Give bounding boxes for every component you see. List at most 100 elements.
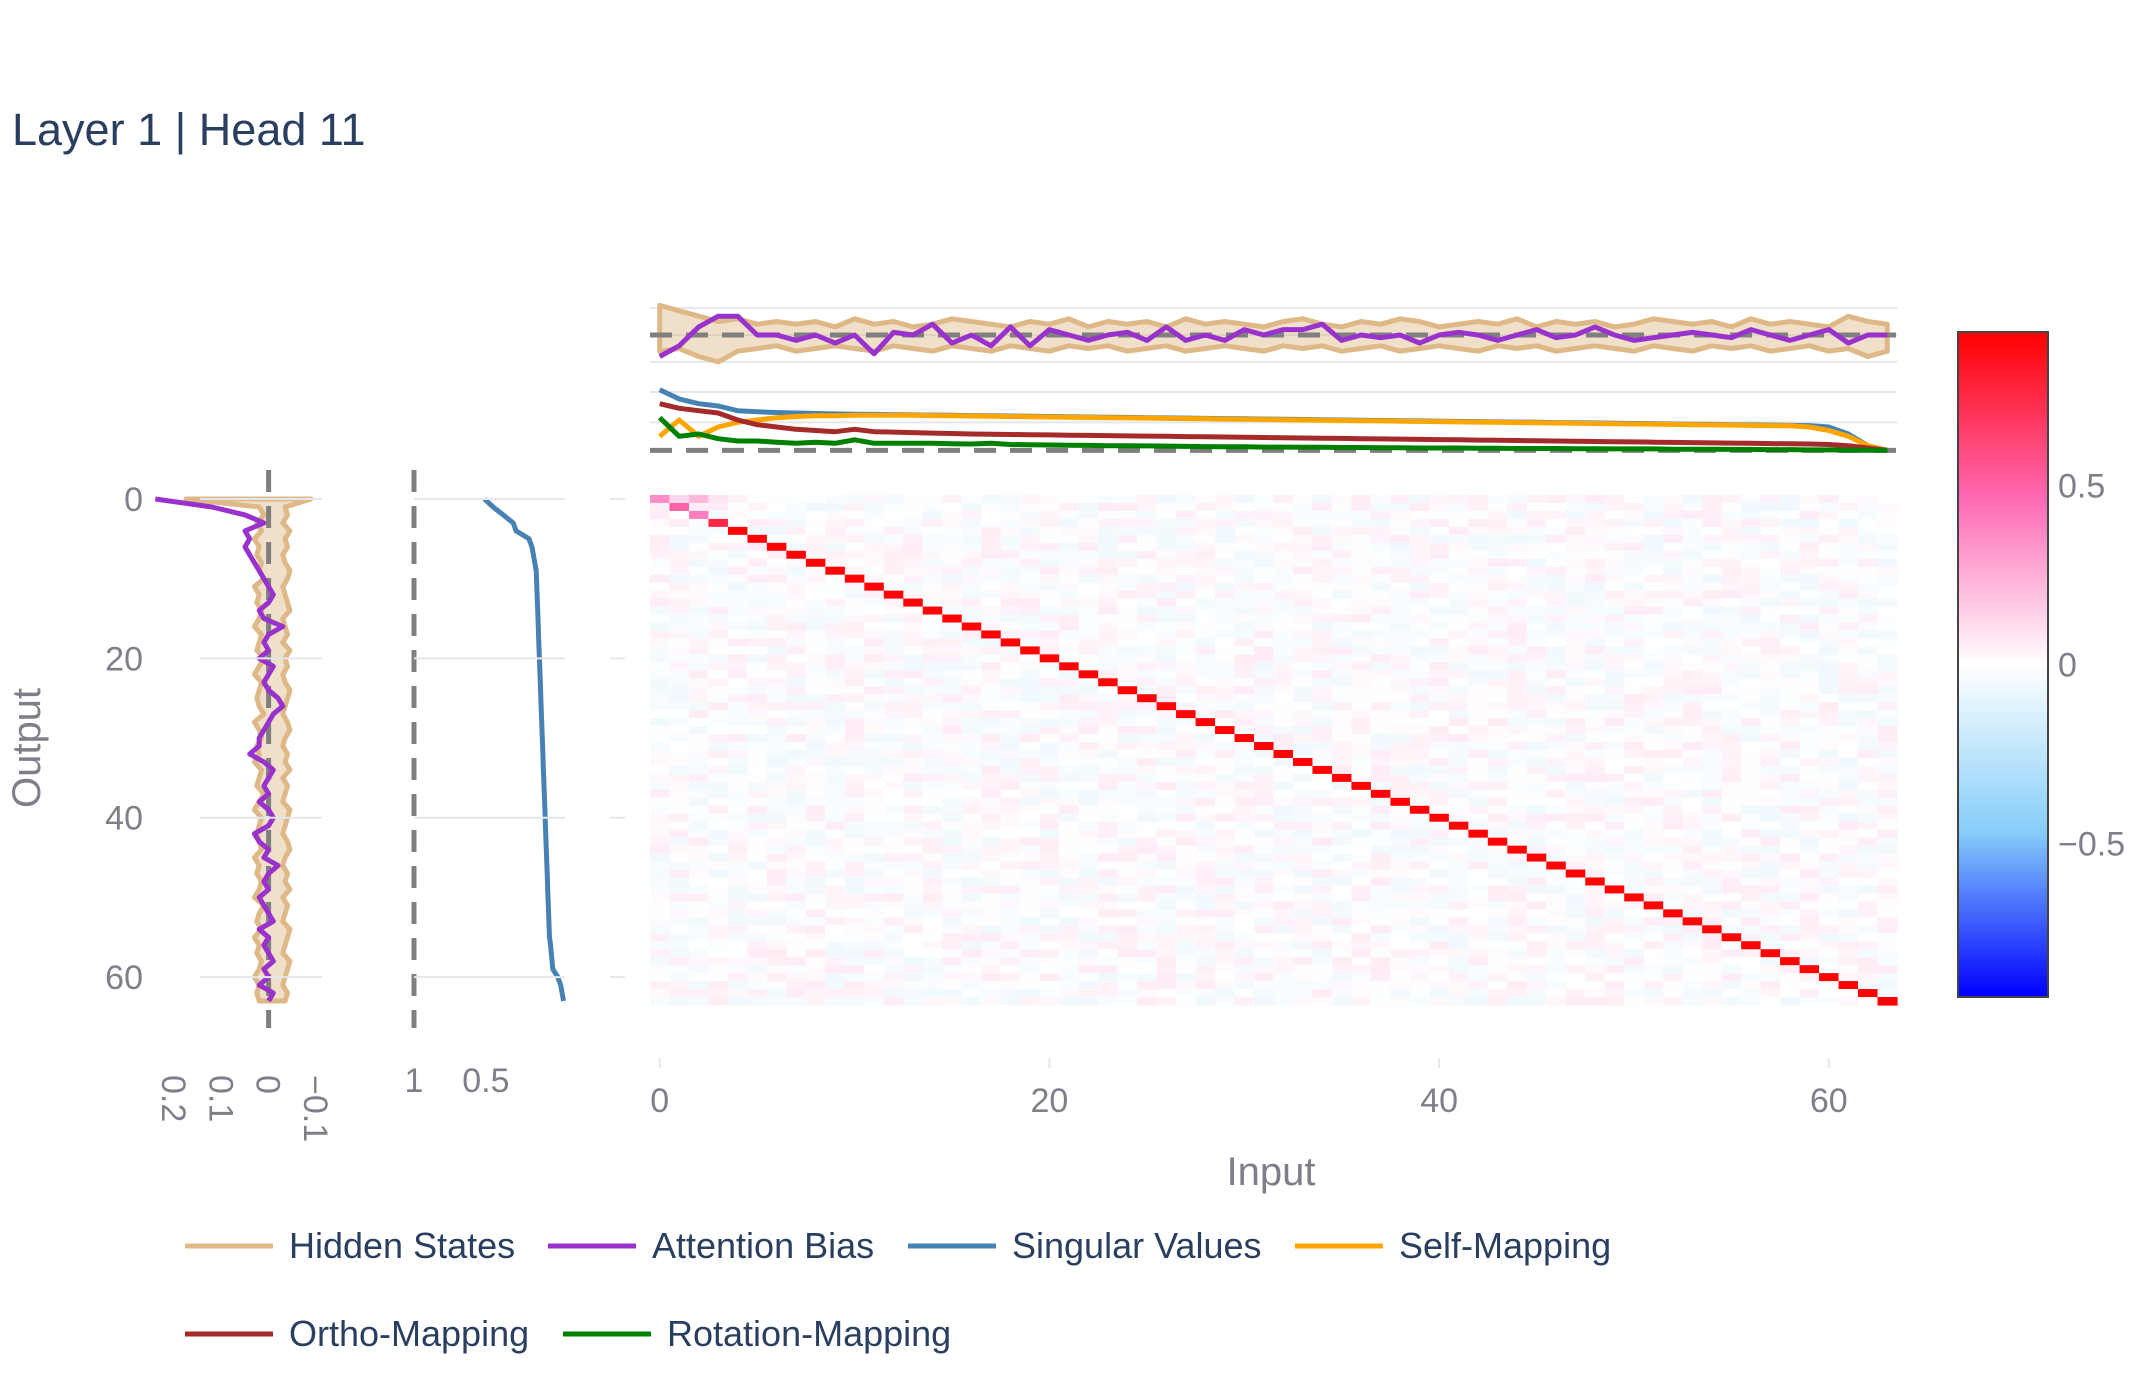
heatmap-cell [766, 797, 787, 807]
heatmap-cell [1702, 941, 1723, 950]
heatmap-cell [688, 981, 710, 990]
heatmap-cell [1838, 542, 1859, 552]
heatmap-cell [1273, 654, 1294, 663]
heatmap-cell [1487, 861, 1508, 871]
heatmap-cell [1682, 526, 1703, 536]
heatmap-cell [805, 909, 826, 918]
top-mappings-panel [650, 387, 1897, 453]
heatmap-cell [1702, 853, 1723, 863]
heatmap-cell [1604, 630, 1625, 640]
heatmap-cell [1254, 893, 1275, 903]
heatmap-cell [1273, 534, 1294, 544]
heatmap-cell [1760, 949, 1781, 958]
heatmap-cell [942, 829, 963, 839]
heatmap-cell [1254, 518, 1275, 528]
heatmap-cell [1390, 973, 1411, 982]
heatmap-cell [786, 702, 807, 711]
heatmap-cell [1468, 638, 1489, 648]
heatmap-cell [1020, 797, 1041, 807]
heatmap-cell [1838, 614, 1859, 624]
heatmap-cell [1604, 941, 1625, 950]
heatmap-cell [1429, 542, 1450, 552]
heatmap-cell [786, 861, 807, 871]
heatmap-cell [1370, 853, 1391, 863]
heatmap-cell [1721, 678, 1742, 687]
heatmap-cell [1721, 750, 1742, 759]
heatmap-cell [844, 606, 865, 616]
heatmap-cell [1546, 542, 1567, 552]
heatmap-cell [1000, 773, 1021, 783]
heatmap-cell [1254, 630, 1275, 640]
heatmap-cell [1273, 742, 1294, 751]
heatmap-cell [1604, 861, 1625, 871]
heatmap-cell [669, 526, 690, 536]
heatmap-cell [922, 973, 943, 982]
heatmap-cell [1176, 981, 1197, 990]
heatmap-cell [1663, 710, 1684, 719]
heatmap-cell [1799, 837, 1820, 847]
heatmap-cell [1799, 853, 1820, 863]
heatmap-cell [786, 726, 807, 735]
heatmap-cell [1292, 765, 1314, 775]
heatmap-cell [942, 630, 963, 640]
heatmap-cell [1448, 965, 1469, 974]
heatmap-cell [1429, 726, 1450, 735]
heatmap-cell [961, 630, 982, 640]
heatmap-cell [1312, 510, 1333, 520]
heatmap-cell [1156, 957, 1177, 966]
heatmap-cell [1546, 582, 1567, 592]
heatmap-cell [1331, 686, 1353, 695]
heatmap-cell [1858, 765, 1879, 775]
heatmap-cell [903, 678, 924, 687]
heatmap-cell [1565, 989, 1586, 998]
heatmap-cell [1098, 973, 1119, 982]
heatmap-cell [688, 933, 710, 942]
heatmap-cell [1117, 702, 1138, 711]
heatmap-cell [1624, 957, 1645, 966]
heatmap-cell [669, 630, 690, 640]
heatmap-cell [981, 630, 1002, 640]
heatmap-cell [1624, 885, 1645, 895]
heatmap-cell [1487, 550, 1508, 560]
heatmap-cell [1000, 757, 1021, 767]
heatmap-cell [1799, 566, 1820, 576]
heatmap-cell [727, 646, 749, 655]
heatmap-cell [727, 502, 749, 512]
heatmap-cell [883, 909, 904, 918]
heatmap-cell [1351, 869, 1372, 879]
heatmap-cell [1760, 678, 1781, 687]
heatmap-cell [981, 853, 1002, 863]
heatmap-cell [708, 598, 729, 608]
heatmap-cell [1273, 606, 1294, 616]
heatmap-cell [942, 853, 963, 863]
heatmap-cell [922, 510, 943, 520]
heatmap-cell [1156, 965, 1177, 974]
heatmap-cell [1741, 781, 1762, 791]
heatmap-cell [1429, 845, 1450, 855]
heatmap-cell [1312, 662, 1333, 671]
heatmap-cell [981, 789, 1002, 799]
heatmap-cell [1448, 686, 1469, 695]
heatmap-cell [1390, 734, 1411, 743]
heatmap-cell [688, 622, 710, 632]
heatmap-cell [1137, 534, 1158, 544]
heatmap-cell [1663, 750, 1684, 759]
heatmap-cell [981, 821, 1002, 831]
heatmap-cell [1234, 909, 1255, 918]
heatmap-cell [747, 893, 768, 903]
heatmap-cell [1156, 495, 1177, 504]
heatmap-cell [1234, 606, 1255, 616]
heatmap-cell [708, 550, 729, 560]
heatmap-cell [1604, 502, 1625, 512]
heatmap-cell [1643, 765, 1664, 775]
heatmap-cell [766, 622, 787, 632]
heatmap-cell [1195, 542, 1216, 552]
heatmap-cell [864, 622, 885, 632]
heatmap-cell [1682, 598, 1703, 608]
heatmap-cell [1643, 495, 1664, 504]
heatmap-cell [1039, 510, 1060, 520]
heatmap-cell [747, 646, 768, 655]
heatmap-cell [1799, 869, 1820, 879]
heatmap-cell [1215, 598, 1236, 608]
heatmap-cell [747, 989, 768, 998]
